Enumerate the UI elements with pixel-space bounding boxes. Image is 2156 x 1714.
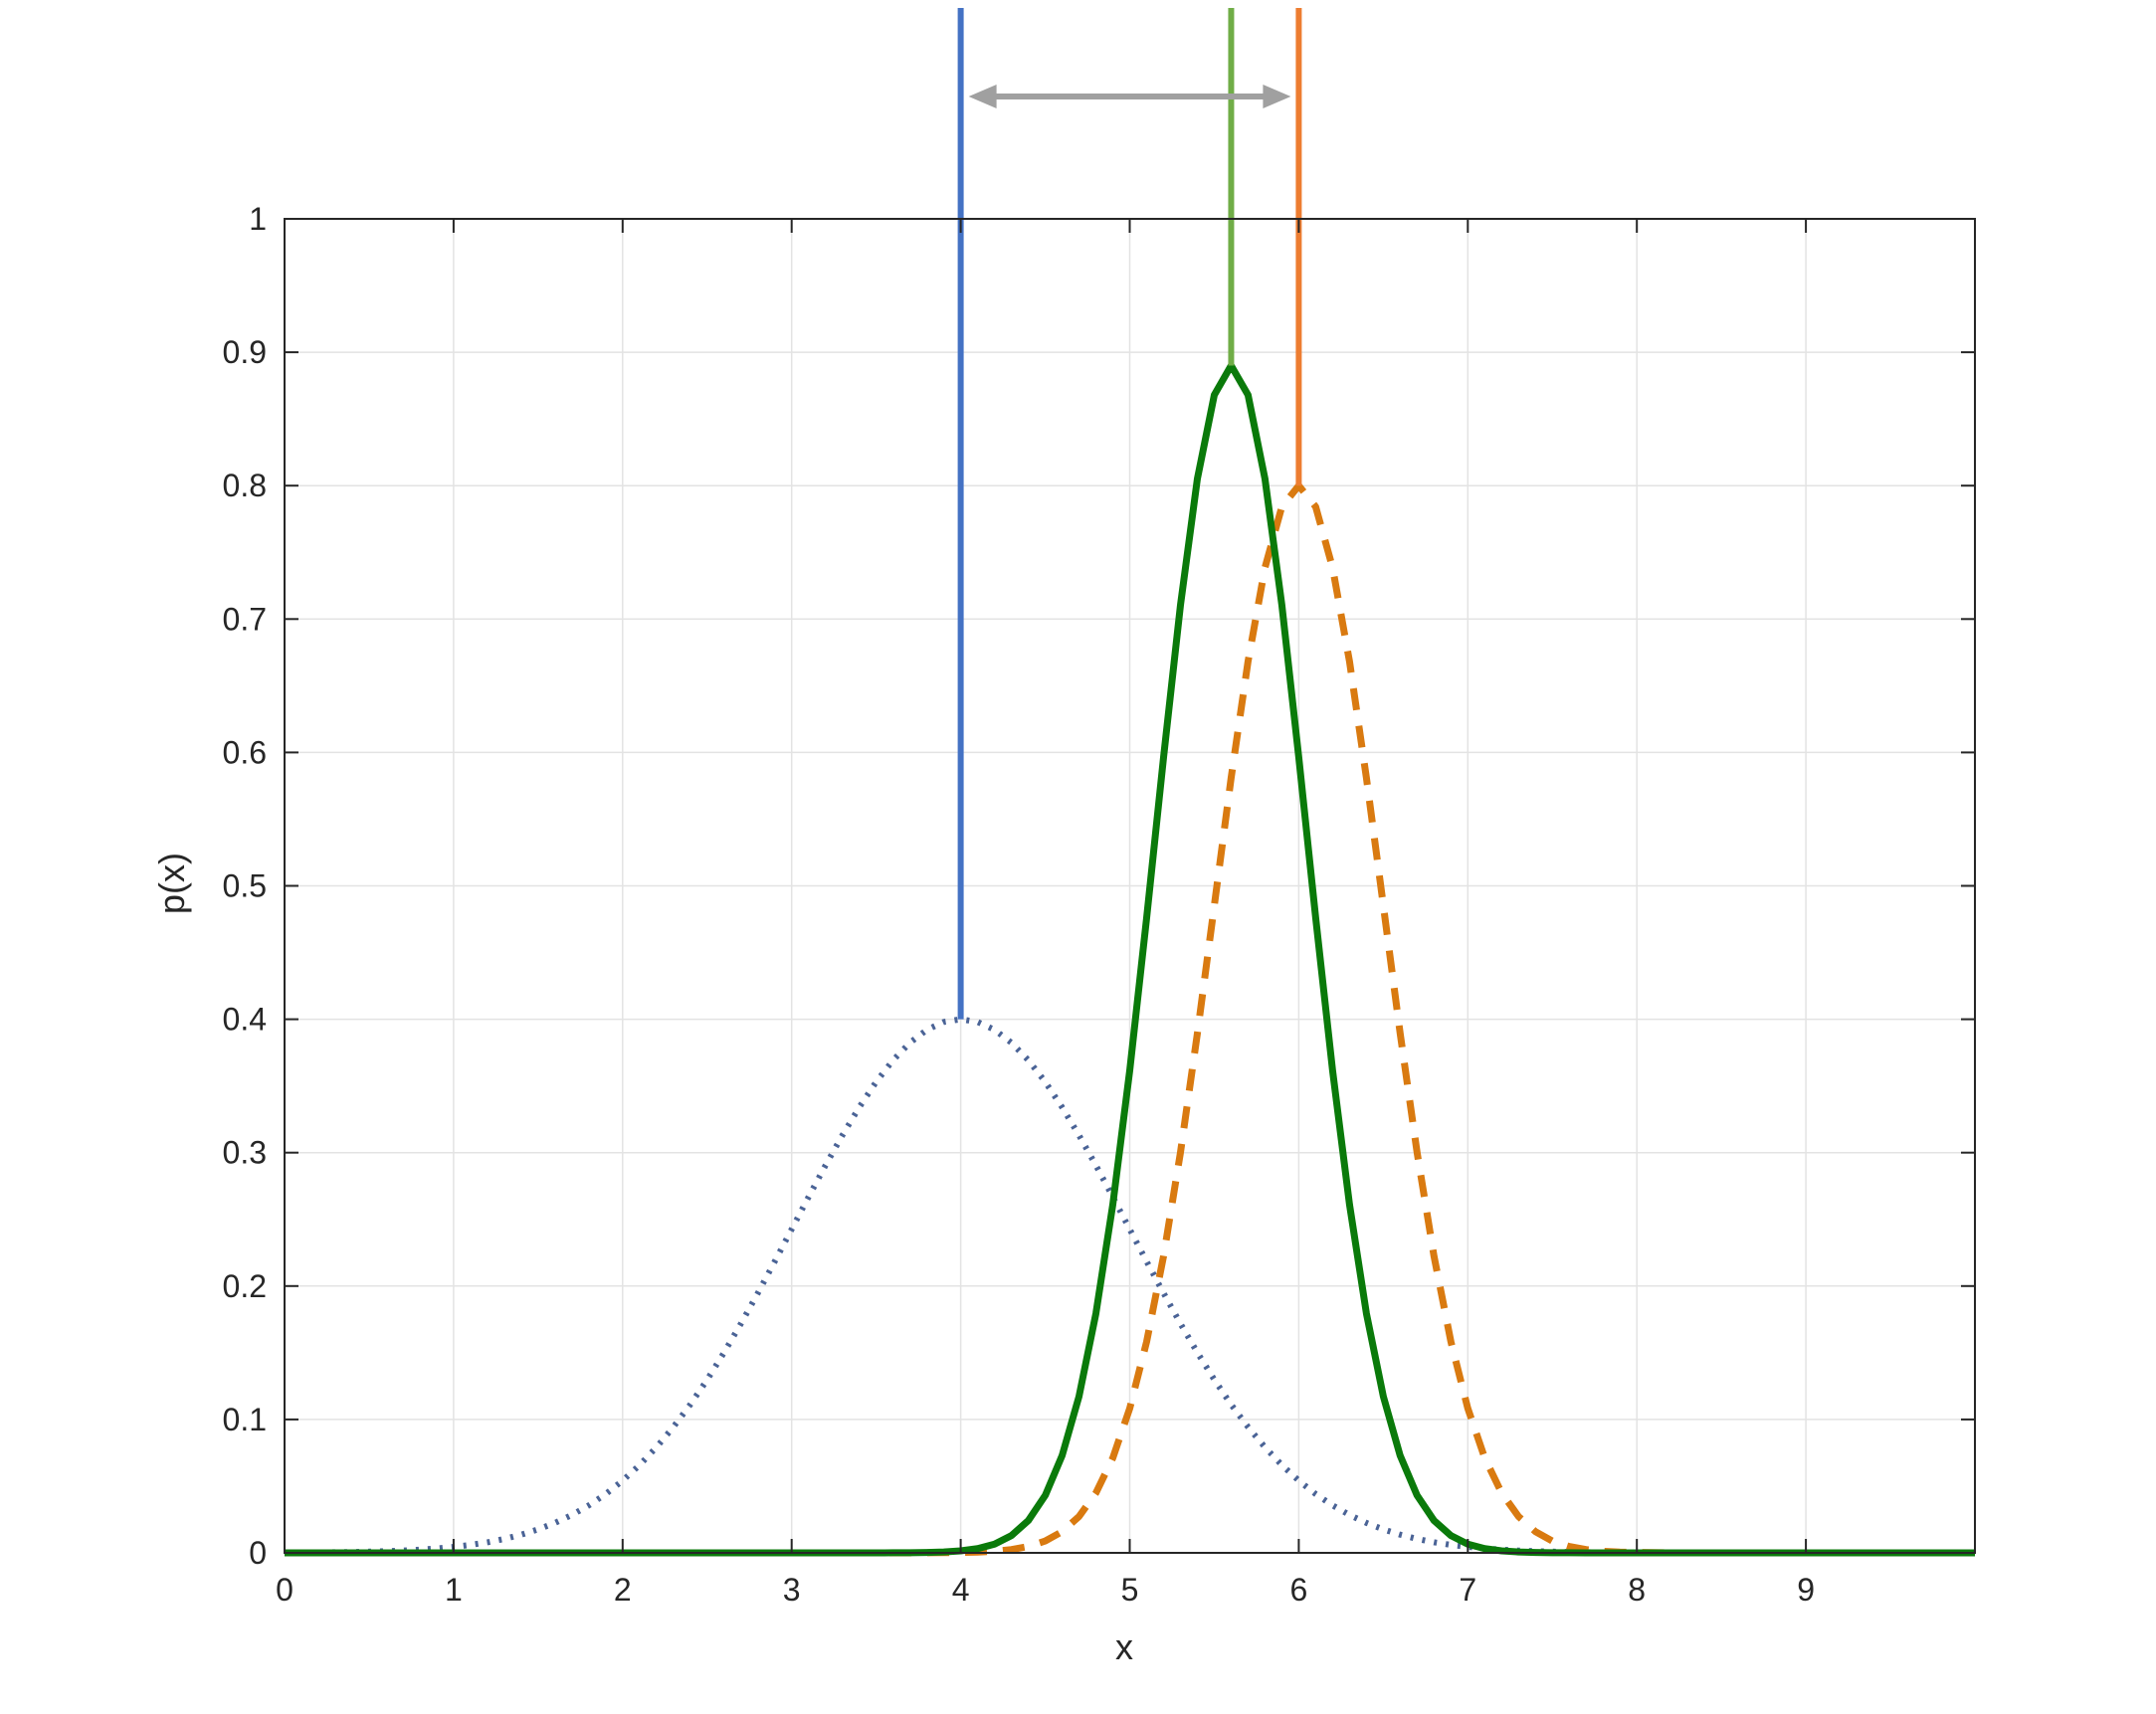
y-tick-label: 0.6 [223,734,267,770]
y-tick-label: 0.1 [223,1402,267,1437]
marker-lines [957,8,1302,1020]
y-tick-label: 1 [249,201,267,237]
x-tick-label: 3 [783,1572,801,1608]
x-tick-label: 2 [614,1572,632,1608]
y-tick-label: 0.3 [223,1135,267,1171]
y-tick-label: 0.5 [223,868,267,904]
y-tick-label: 0.4 [223,1002,267,1038]
arrow-head-left [968,85,997,108]
y-tick-label: 0.8 [223,468,267,503]
x-tick-label: 4 [952,1572,970,1608]
x-tick-label: 8 [1628,1572,1646,1608]
y-tick-label: 0 [249,1535,267,1571]
y-tick-label: 0.2 [223,1268,267,1304]
y-tick-label: 0.9 [223,334,267,370]
x-tick-label: 5 [1121,1572,1139,1608]
x-tick-label: 9 [1797,1572,1815,1608]
x-axis-label: x [1115,1626,1133,1667]
x-tick-label: 0 [276,1572,294,1608]
plot-frame [284,218,1976,1554]
y-axis-label: p(x) [151,853,192,914]
arrow-head-right [1263,85,1291,108]
y-tick-label: 0.7 [223,601,267,637]
x-tick-label: 6 [1290,1572,1308,1608]
x-tick-label: 7 [1459,1572,1476,1608]
x-tick-label: 1 [445,1572,463,1608]
tick-labels: 0 1 2 3 4 5 6 7 8 9 0 0.1 0.2 0.3 0.4 0.5 0.6 0.7 0.8 0.9 1 [223,201,1815,1608]
